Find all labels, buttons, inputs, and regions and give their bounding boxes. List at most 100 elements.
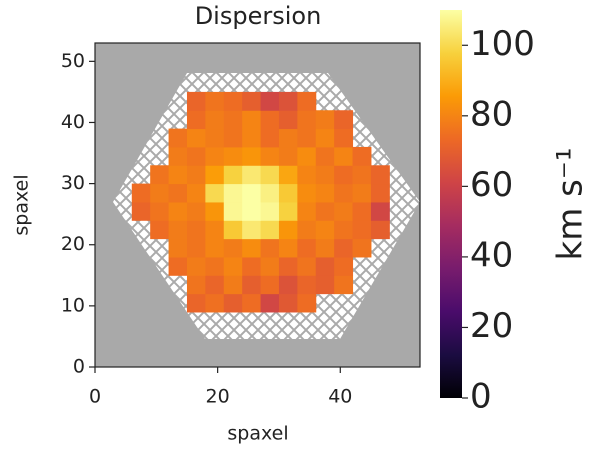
heatmap-cell <box>260 256 280 276</box>
heatmap-cell <box>334 256 354 276</box>
heatmap-cell <box>278 91 298 111</box>
heatmap-cell <box>370 201 390 221</box>
heatmap-cell <box>205 183 225 203</box>
heatmap-cell <box>315 183 335 203</box>
heatmap-cell <box>297 201 317 221</box>
heatmap-cell <box>352 183 372 203</box>
heatmap-cell <box>297 256 317 276</box>
x-tick-label: 0 <box>89 386 101 408</box>
heatmap-cell <box>260 128 280 148</box>
colorbar-tick-label: 0 <box>470 377 492 417</box>
heatmap-cell <box>278 146 298 166</box>
heatmap-cell <box>352 220 372 240</box>
colorbar-tick-label: 20 <box>470 306 513 346</box>
heatmap-cell <box>278 238 298 258</box>
heatmap-cell <box>186 183 206 203</box>
heatmap-cell <box>205 165 225 185</box>
heatmap-cell <box>223 91 243 111</box>
heatmap-cell <box>297 293 317 313</box>
heatmap-cell <box>315 256 335 276</box>
heatmap-cell <box>223 110 243 130</box>
heatmap-cell <box>260 165 280 185</box>
heatmap-cell <box>168 201 188 221</box>
y-tick-label: 10 <box>61 294 85 316</box>
heatmap-cell <box>334 183 354 203</box>
heatmap-cell <box>315 201 335 221</box>
heatmap-cell <box>150 220 170 240</box>
axes-frame <box>94 42 421 368</box>
y-tick-label: 30 <box>61 172 85 194</box>
heatmap-cell <box>278 165 298 185</box>
heatmap-cell <box>297 220 317 240</box>
heatmap-cell <box>186 220 206 240</box>
heatmap-cell <box>205 110 225 130</box>
heatmap-cell <box>315 165 335 185</box>
heatmap-cell <box>260 146 280 166</box>
colorbar-label: km s⁻¹ <box>551 148 591 261</box>
x-axis-label: spaxel <box>227 423 288 445</box>
heatmap-cell <box>297 183 317 203</box>
colorbar-tick-label: 40 <box>470 235 513 275</box>
heatmap-cell <box>168 256 188 276</box>
heatmap-cell <box>223 256 243 276</box>
heatmap-cell <box>297 91 317 111</box>
heatmap-cell <box>352 146 372 166</box>
heatmap-cell <box>186 293 206 313</box>
heatmap-cell <box>278 110 298 130</box>
heatmap-cell <box>242 238 262 258</box>
heatmap-cell <box>334 110 354 130</box>
heatmap-cell <box>315 110 335 130</box>
heatmap-cell <box>334 128 354 148</box>
heatmap-cell <box>205 146 225 166</box>
heatmap-cell <box>186 128 206 148</box>
heatmap-cell <box>223 201 243 221</box>
heatmap-cell <box>205 220 225 240</box>
heatmap-cell <box>150 183 170 203</box>
heatmap-cell <box>242 165 262 185</box>
heatmap-cell <box>370 183 390 203</box>
heatmap-cell <box>205 238 225 258</box>
heatmap-cell <box>242 293 262 313</box>
heatmap-cell <box>315 220 335 240</box>
heatmap-cell <box>223 146 243 166</box>
heatmap-cell <box>150 201 170 221</box>
x-tick-label: 20 <box>206 386 230 408</box>
heatmap-cell <box>260 293 280 313</box>
heatmap-cell <box>205 201 225 221</box>
heatmap-cell <box>334 238 354 258</box>
heatmap-cell <box>278 201 298 221</box>
heatmap-cell <box>260 275 280 295</box>
colorbar-tick-label: 80 <box>470 94 513 134</box>
y-tick-label: 20 <box>61 233 85 255</box>
y-axis-label: spaxel <box>11 174 33 235</box>
heatmap-cell <box>205 128 225 148</box>
heatmap-cell <box>260 238 280 258</box>
heatmap-cell <box>223 183 243 203</box>
heatmap-cell <box>297 110 317 130</box>
colorbar-tick-label: 100 <box>470 24 535 64</box>
heatmap-cell <box>186 146 206 166</box>
heatmap-cell <box>260 220 280 240</box>
heatmap-cell <box>260 201 280 221</box>
heatmap-cell <box>242 183 262 203</box>
heatmap-cell <box>334 275 354 295</box>
heatmap-cell <box>278 275 298 295</box>
heatmap-cell <box>242 201 262 221</box>
heatmap-cell <box>315 238 335 258</box>
heatmap-cell <box>242 91 262 111</box>
heatmap-cell <box>352 238 372 258</box>
heatmap-cell <box>278 128 298 148</box>
heatmap-cell <box>186 275 206 295</box>
heatmap-cell <box>168 238 188 258</box>
heatmap-cell <box>260 183 280 203</box>
heatmap-cell <box>370 220 390 240</box>
heatmap-cell <box>352 165 372 185</box>
heatmap-cell <box>223 165 243 185</box>
heatmap-cell <box>186 256 206 276</box>
heatmap-cell <box>260 110 280 130</box>
x-tick-label: 40 <box>328 386 352 408</box>
heatmap-cell <box>186 165 206 185</box>
heatmap-cell <box>278 293 298 313</box>
heatmap-cell <box>334 146 354 166</box>
